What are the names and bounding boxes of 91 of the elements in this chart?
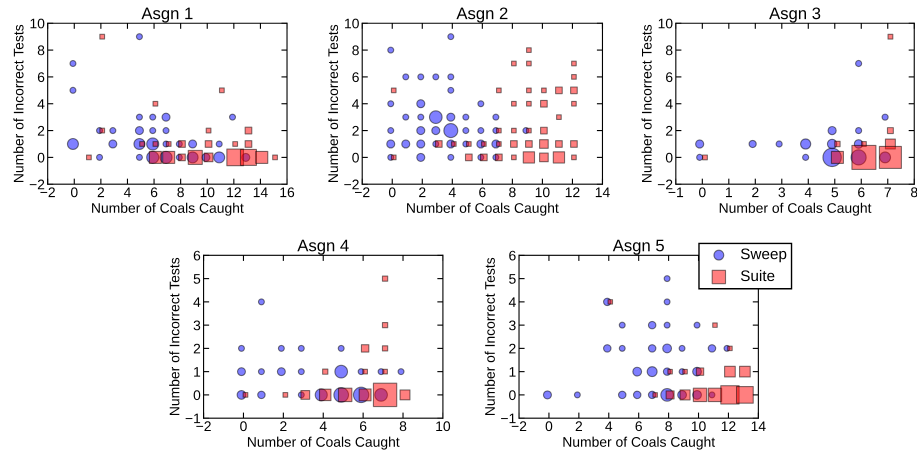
legend-label: Suite — [740, 270, 774, 282]
x-tick-label: 8 — [177, 187, 184, 198]
y-axis-title: Number of Incorrect Tests — [328, 24, 338, 182]
x-tick-label: 10 — [692, 421, 706, 432]
x-tick-label: 12 — [566, 187, 580, 198]
y-axis-title: Number of Incorrect Tests — [13, 24, 24, 182]
x-tick-label: 6 — [636, 421, 642, 432]
chart-title: Asgn 5 — [612, 240, 664, 255]
y-tick-label: 6 — [194, 250, 200, 261]
y-tick-label: 4 — [666, 99, 673, 109]
x-tick-label: 6 — [360, 421, 366, 432]
y-tick-label: 6 — [352, 72, 359, 82]
y-tick-label: 10 — [30, 18, 44, 28]
y-tick-label: −1 — [501, 414, 516, 424]
y-tick-label: 6 — [38, 72, 44, 82]
x-axis-title: Number of Coals Caught — [720, 202, 872, 216]
y-tick-label: 8 — [666, 45, 672, 56]
y-tick-label: 0 — [352, 152, 359, 163]
x-tick-label: 0 — [699, 187, 706, 198]
x-tick-label: 2 — [98, 187, 104, 198]
y-tick-label: 6 — [666, 72, 672, 82]
y-axis-title: Number of Incorrect Tests — [641, 24, 652, 182]
x-tick-label: 2 — [419, 187, 426, 198]
x-tick-label: 4 — [804, 188, 812, 198]
y-tick-label: 5 — [194, 274, 200, 284]
x-tick-label: 2 — [752, 187, 758, 198]
x-tick-label: 4 — [124, 188, 131, 198]
y-tick-label: 2 — [352, 126, 359, 136]
x-tick-label: 4 — [320, 421, 327, 431]
y-tick-label: 2 — [194, 344, 200, 354]
y-tick-label: 4 — [193, 297, 200, 307]
y-tick-label: 1 — [510, 367, 516, 377]
x-tick-label: 2 — [576, 421, 582, 431]
x-tick-label: 5 — [831, 188, 838, 198]
chart-title: Asgn 3 — [769, 7, 820, 23]
y-tick-label: 2 — [509, 344, 516, 354]
x-tick-label: 8 — [400, 421, 406, 432]
y-tick-label: 4 — [38, 99, 44, 109]
x-tick-label: 10 — [200, 187, 214, 198]
x-tick-label: 14 — [596, 188, 610, 198]
x-tick-label: 10 — [536, 187, 550, 198]
y-tick-label: −2 — [30, 180, 44, 190]
x-axis-title: Number of Coals Caught — [563, 436, 716, 450]
y-tick-label: 8 — [352, 45, 359, 56]
x-tick-label: 0 — [240, 421, 247, 432]
y-tick-label: 2 — [666, 126, 672, 136]
x-tick-label: 6 — [150, 187, 158, 198]
x-tick-label: 12 — [722, 421, 736, 431]
y-tick-label: 2 — [38, 126, 44, 136]
x-tick-label: 2 — [280, 421, 287, 431]
y-axis-title: Number of Incorrect Tests — [484, 258, 495, 415]
y-tick-label: 5 — [509, 274, 516, 284]
legend-label: Sweep — [740, 248, 786, 262]
y-tick-label: 0 — [666, 152, 673, 163]
x-tick-label: 12 — [227, 187, 241, 198]
y-tick-label: 8 — [38, 45, 44, 56]
y-tick-label: 0 — [38, 152, 44, 163]
x-tick-label: 10 — [436, 421, 450, 432]
x-tick-label: 0 — [70, 187, 78, 198]
y-tick-label: 0 — [194, 390, 200, 400]
chart-title: Asgn 1 — [141, 8, 192, 23]
x-tick-label: 6 — [479, 187, 486, 198]
x-axis-title: Number of Coals Caught — [407, 202, 559, 216]
chart-title: Asgn 4 — [297, 240, 349, 255]
y-tick-label: 0 — [509, 390, 516, 400]
x-axis-title: Number of Coals Caught — [92, 202, 244, 216]
x-tick-label: 16 — [280, 187, 294, 198]
x-tick-label: 14 — [254, 188, 268, 198]
y-tick-label: −1 — [186, 414, 200, 424]
x-tick-label: 0 — [388, 187, 396, 198]
y-tick-label: −2 — [344, 180, 359, 190]
x-tick-label: 0 — [546, 421, 552, 432]
x-tick-label: 1 — [726, 188, 732, 198]
y-axis-title: Number of Incorrect Tests — [169, 258, 180, 415]
x-tick-label: 4 — [605, 421, 612, 431]
x-tick-label: 3 — [778, 187, 786, 198]
y-tick-label: 1 — [194, 367, 200, 377]
x-tick-label: 7 — [884, 188, 891, 198]
y-tick-label: 4 — [508, 297, 516, 307]
x-tick-label: 14 — [752, 421, 766, 431]
x-tick-label: 6 — [858, 187, 865, 198]
x-axis-title: Number of Coals Caught — [248, 436, 400, 450]
y-tick-label: 4 — [352, 99, 360, 109]
y-tick-label: 3 — [509, 320, 516, 330]
y-tick-label: 10 — [345, 18, 359, 28]
y-tick-label: 10 — [658, 18, 673, 28]
chart-title: Asgn 2 — [456, 7, 508, 23]
y-tick-label: −2 — [658, 180, 672, 190]
x-tick-label: 4 — [448, 188, 456, 198]
y-tick-label: 6 — [509, 250, 516, 261]
y-tick-label: 3 — [194, 320, 200, 330]
